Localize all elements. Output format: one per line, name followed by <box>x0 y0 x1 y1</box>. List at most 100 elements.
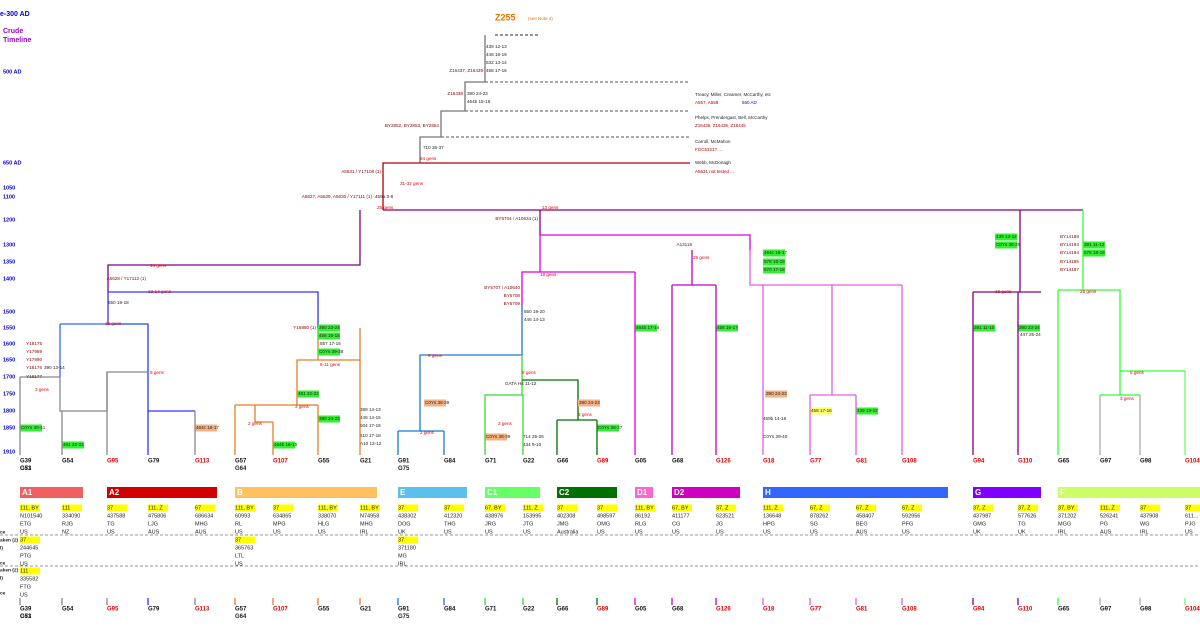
marker-highlight <box>235 504 255 512</box>
highlight-note: C0Ys 38-37 <box>598 425 623 430</box>
leaf-label: G66 <box>557 607 569 613</box>
table-cell: US <box>672 529 680 535</box>
leaf-label: G05 <box>635 459 647 465</box>
marker-highlight <box>1018 504 1038 512</box>
table-cell: 153995 <box>523 513 541 519</box>
leaf-label: G94 <box>973 607 985 613</box>
table-cell: 136648 <box>763 513 781 519</box>
leaf-label: G108 <box>902 607 917 613</box>
branch <box>521 234 751 305</box>
highlight-note: 456 16-15 <box>319 333 340 338</box>
tree-lines <box>0 34 1200 567</box>
branch <box>484 355 523 420</box>
leaf-label: G84 <box>444 459 456 465</box>
table-cell: 37 <box>1185 505 1191 511</box>
row-label: ce <box>0 561 6 566</box>
marker-highlight <box>20 504 40 512</box>
table-cell: WG <box>1140 521 1149 527</box>
table-cell: 67, Z <box>810 505 823 511</box>
highlight-box <box>810 407 832 415</box>
leaf-alias: G64 <box>235 614 247 620</box>
group-label: G <box>975 488 981 497</box>
highlight-note: 390 24-23 <box>319 416 340 421</box>
marker-highlight <box>810 504 830 512</box>
descendant-note: FGC5321? ... <box>695 147 722 152</box>
timeline-year: 1910 <box>3 449 15 455</box>
highlight-box <box>1083 249 1105 257</box>
table-cell: LJG <box>148 521 158 527</box>
highlight-box <box>763 249 785 257</box>
table-cell: NZ <box>62 529 70 535</box>
timeline-year: 1550 <box>3 325 15 331</box>
leaf-label: G110 <box>1018 459 1033 465</box>
timeline-year: 1850 <box>3 425 15 431</box>
table-cell: 37, Z <box>973 505 986 511</box>
table-cell: 37 <box>235 537 241 543</box>
leaf-label: G79 <box>148 459 160 465</box>
str-note: 504 17-16 <box>360 423 381 428</box>
str-note: BY14189 <box>1060 234 1079 239</box>
leaf-label: G126 <box>716 459 731 465</box>
table-cell: CG <box>672 521 680 527</box>
str-note: Y17990 <box>26 357 42 362</box>
descendant-note: Treacy, Miller, Creamer, McCarthy, etc <box>695 92 772 97</box>
highlight-note: 390 24-23 <box>766 391 787 396</box>
table-cell: 37 <box>398 505 404 511</box>
table-cell: 411177 <box>672 513 690 519</box>
table-cell: 498597 <box>597 513 615 519</box>
str-note: Y18176 <box>26 365 42 370</box>
leaf-label: G104 <box>1185 607 1200 613</box>
str-note: BY5704 / A10634 (1) <box>495 216 538 221</box>
marker-highlight <box>485 504 505 512</box>
group-bar <box>398 487 467 498</box>
timeline-year: 1400 <box>3 276 15 282</box>
str-note: A5627, A5629, A5630 / Y17111 (1) <box>302 194 373 199</box>
group-bar <box>485 487 540 498</box>
marker-highlight <box>195 504 215 512</box>
table-cell: PG <box>1100 521 1108 527</box>
leaf-label: G107 <box>273 459 288 465</box>
highlight-note: C0Ys 38-39 <box>425 400 450 405</box>
table-cell: 371202 <box>1058 513 1076 519</box>
leaf-label: G21 <box>360 607 372 613</box>
table-cell: 111, Z <box>523 505 538 511</box>
str-note: 448 18-19 <box>486 52 507 57</box>
marker-highlight <box>557 504 577 512</box>
str-note: 650 19-20 <box>524 309 545 314</box>
branch <box>1058 210 1185 396</box>
str-note: BY5709 <box>504 301 521 306</box>
descendant-note: Z16435, Z16436, Z16445 <box>695 123 746 128</box>
crude-label: Crude <box>3 28 23 35</box>
generation-count: 8 gens <box>522 370 536 375</box>
branch <box>107 291 319 412</box>
group-label: D2 <box>674 488 685 497</box>
generation-count: 14 gens <box>150 263 167 268</box>
group-label: C1 <box>487 488 498 497</box>
generation-count: 12 gens <box>105 321 122 326</box>
row-label: aken (2) <box>0 567 19 573</box>
descendant-note: Carroll, McMahon <box>695 139 731 144</box>
table-cell: JRG <box>485 521 496 527</box>
table-cell: US <box>635 529 643 535</box>
branch <box>382 162 690 210</box>
table-cell: US <box>523 529 531 535</box>
str-note: BY14193 <box>1060 242 1079 247</box>
table-cell: 37, BY <box>1058 505 1075 511</box>
str-note: 650 19-18 <box>108 300 129 305</box>
table-cell: RL <box>235 521 242 527</box>
group-label: D1 <box>637 488 648 497</box>
leaf-label: G54 <box>62 607 74 613</box>
str-note: Z16437, Z16439 <box>449 68 483 73</box>
highlight-note: 481 22-23 <box>63 442 84 447</box>
table-cell: MGG <box>1058 521 1071 527</box>
table-cell: 37 <box>557 505 563 511</box>
highlight-box <box>62 441 84 449</box>
leaf-label: G110 <box>1018 607 1033 613</box>
leaf-label: G108 <box>902 459 917 465</box>
str-note: BY5707 / A10640 <box>484 285 520 290</box>
group-bar <box>107 487 217 498</box>
table-cell: JMG <box>557 521 569 527</box>
marker-highlight <box>235 536 255 544</box>
table-cell: 111, BY <box>635 505 654 511</box>
group-bar <box>557 487 617 498</box>
